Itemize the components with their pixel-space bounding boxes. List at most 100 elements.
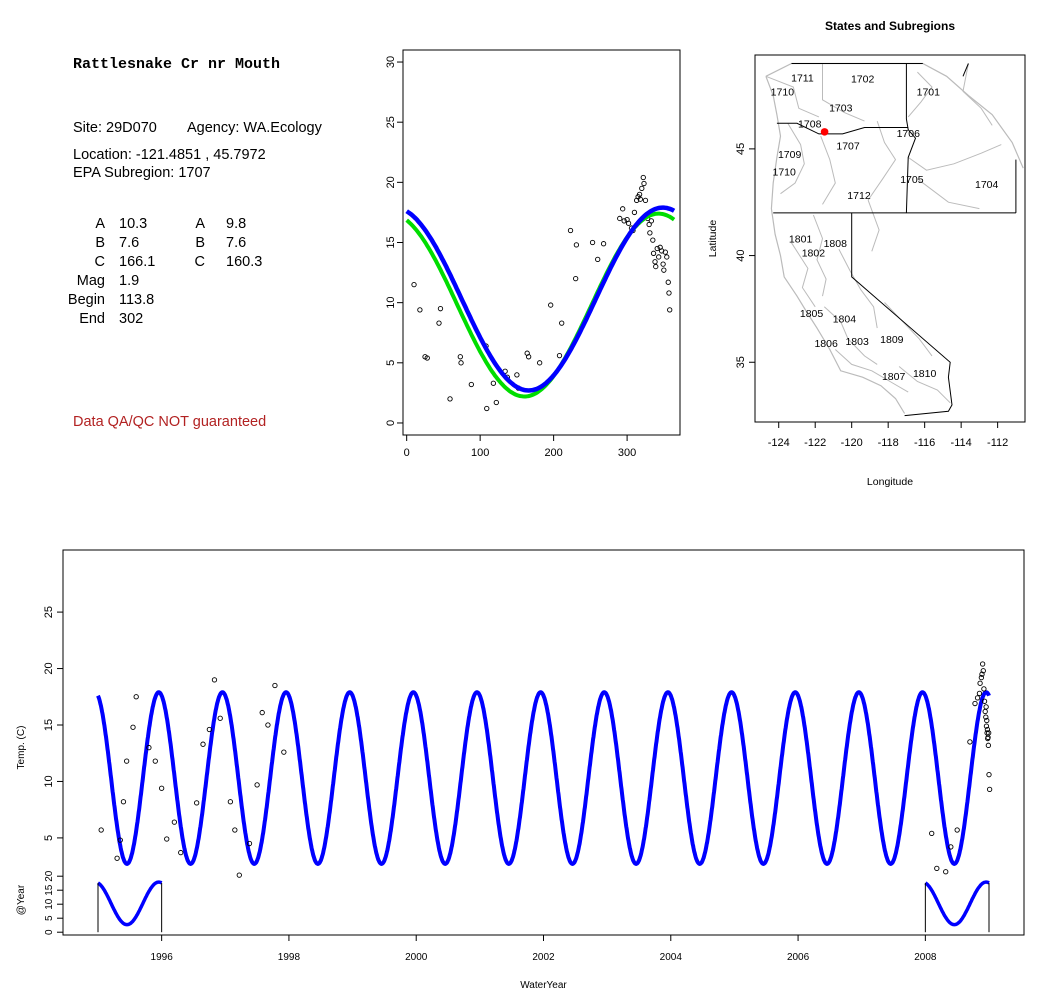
data-point (648, 218, 654, 224)
y-tick-label: 0 (44, 929, 55, 935)
state-boundary (962, 63, 969, 77)
subregion-boundary (884, 302, 933, 357)
data-point (983, 704, 989, 710)
data-point (665, 279, 671, 285)
subregion-boundary (867, 199, 880, 252)
data-point (948, 844, 954, 850)
subregion-label: 1804 (833, 314, 857, 326)
param-value: 10.3 (119, 216, 148, 232)
subregion-label: 1711 (791, 72, 814, 84)
subregion-label: 1705 (900, 174, 924, 186)
subregion-boundary (838, 248, 878, 329)
y-tick-label: 20 (44, 870, 55, 882)
data-point (986, 786, 993, 793)
data-point (146, 744, 152, 751)
data-point (650, 250, 657, 256)
param-value: 7.6 (226, 235, 247, 251)
timeseries-plot: 5 10 15 20 25 0 5 10 15 20 1996 1998 2000 2002 2004 200… (16, 549, 1025, 991)
data-point (666, 290, 672, 296)
data-point (976, 690, 983, 697)
data-point (650, 237, 656, 243)
param-value: 166.1 (119, 254, 156, 270)
data-point (967, 739, 973, 745)
data-point (468, 381, 474, 388)
data-point (556, 352, 563, 359)
data-point (437, 306, 444, 312)
subregion-label: 1707 (836, 141, 860, 153)
data-point (929, 830, 935, 837)
data-point (642, 197, 649, 204)
data-point (193, 800, 200, 806)
data-point (662, 249, 668, 255)
data-point (281, 749, 287, 755)
data-point (595, 256, 601, 262)
x-tick-label: -114 (951, 437, 972, 449)
epa-subregion: EPA Subregion: 1707 (73, 165, 211, 181)
subregion-label: 1712 (847, 190, 871, 202)
y-tick-label: 25 (385, 116, 397, 128)
x-tick-label: 2002 (532, 952, 555, 963)
param-label: Mag (76, 273, 105, 289)
data-point (980, 668, 986, 674)
subregion-label: 1702 (851, 73, 875, 85)
y-tick-label: 25 (43, 606, 55, 618)
states-subregions-map: States and Subregions 1702 1701 1711 1710 170… (707, 19, 1026, 488)
param-row: Begin 113.8 (60, 292, 154, 308)
x-tick-label: 200 (544, 447, 562, 459)
data-point (985, 742, 992, 748)
y-tick-label: 5 (385, 360, 397, 366)
data-point (548, 302, 554, 308)
green-fit-curve (405, 211, 676, 399)
data-point (484, 405, 490, 412)
x-tick-label: 300 (618, 447, 636, 459)
subregion-boundary (962, 63, 993, 126)
data-point (589, 239, 596, 246)
site-title: Rattlesnake Cr nr Mouth (73, 56, 281, 73)
data-point (573, 275, 579, 282)
data-point (986, 772, 992, 778)
y-tick-label: 10 (385, 297, 397, 309)
subregion-label: 1704 (975, 179, 999, 191)
data-point (537, 360, 543, 366)
data-point (983, 714, 989, 720)
data-point (954, 827, 960, 833)
x-tick-label: -116 (914, 437, 935, 449)
subregion-label: 1710 (773, 166, 797, 178)
data-point (171, 819, 178, 825)
x-tick-label: 1998 (278, 952, 301, 963)
data-point (982, 708, 988, 715)
x-tick-label: -118 (878, 437, 899, 449)
data-point (934, 865, 940, 872)
y-tick-label: 10 (43, 775, 55, 787)
data-point (661, 267, 667, 273)
data-point (977, 680, 983, 686)
site-marker (820, 128, 829, 136)
x-axis-label: Longitude (867, 476, 913, 488)
param-label: A (195, 216, 205, 232)
data-point (447, 396, 453, 402)
data-point (559, 320, 565, 326)
param-row: Mag 1.9 (60, 273, 139, 289)
param-value: 9.8 (226, 216, 247, 232)
subregion-boundary (765, 75, 820, 118)
y-tick-label: 35 (735, 356, 747, 368)
y-tick-label: 5 (44, 915, 55, 921)
x-tick-label: 1996 (151, 952, 174, 963)
coastline (765, 76, 906, 414)
data-point (200, 741, 206, 747)
data-point (636, 191, 643, 198)
y-tick-label: 30 (385, 56, 397, 68)
subregion-label: 1805 (800, 308, 824, 320)
param-label: C (94, 254, 105, 270)
data-point (979, 661, 986, 667)
data-point (600, 241, 607, 247)
data-point (667, 307, 673, 313)
x-tick-label: 2008 (914, 952, 937, 963)
param-value: 7.6 (119, 235, 140, 251)
data-point (436, 320, 442, 326)
subregion-label: 1703 (829, 102, 853, 114)
data-point (567, 227, 574, 234)
y-axis-label: Latitude (707, 220, 719, 258)
data-point (164, 836, 170, 842)
data-point (411, 281, 417, 288)
